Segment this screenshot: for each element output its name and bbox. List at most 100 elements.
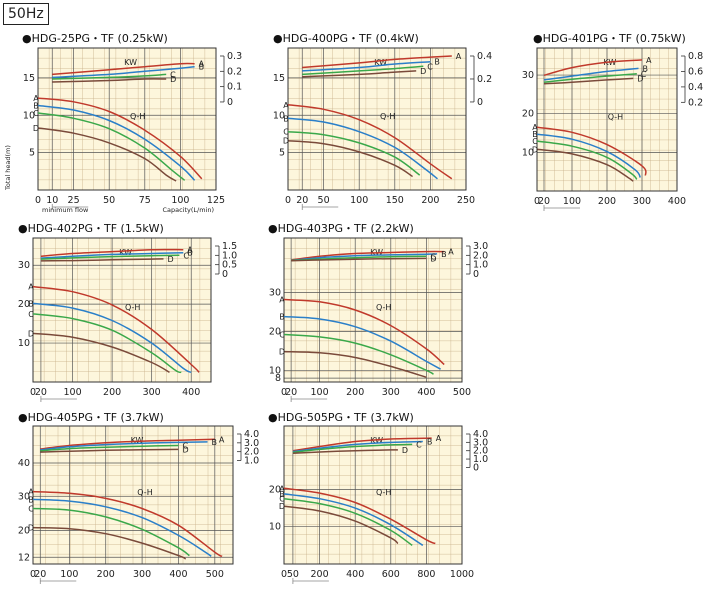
head-tick-label: 20	[269, 326, 281, 337]
kw-tick-label: 0.6	[688, 66, 703, 77]
kw-tick-label: 4.0	[473, 429, 488, 440]
kw-tick-label: 0	[227, 97, 233, 108]
kw-series-label: B	[187, 249, 193, 258]
x-tick-label: 20	[285, 387, 297, 398]
kw-tick-label: 0.2	[227, 66, 242, 77]
qh-curve-label: Q-H	[380, 112, 395, 121]
qh-series-label: A	[532, 123, 538, 132]
chart-title: ●HDG-403PG・TF (2.2kW)	[268, 222, 414, 235]
qh-series-label: C	[532, 137, 538, 146]
qh-curve-label: Q-H	[608, 113, 623, 122]
kw-curve-D	[40, 448, 179, 453]
x-tick-label: 10	[46, 195, 58, 206]
chart-title: ●HDG-401PG・TF (0.75kW)	[533, 32, 686, 45]
qh-curve-label: Q-H	[125, 303, 140, 312]
qh-series-label: A	[28, 283, 34, 292]
qh-series-label: C	[28, 504, 34, 513]
kw-curve-label: KW	[124, 58, 137, 67]
qh-curve-C	[37, 112, 186, 181]
x-tick-label: 100	[563, 196, 581, 207]
qh-curve-A	[283, 298, 445, 366]
head-tick-label: 30	[522, 70, 534, 81]
x-tick-label: 0	[30, 569, 36, 580]
head-tick-label: 30	[269, 287, 281, 298]
kw-curve-D	[302, 70, 417, 78]
qh-series-label: C	[33, 109, 39, 118]
x-tick-label: 50	[318, 195, 330, 206]
x-tick-label: 100	[63, 387, 81, 398]
qh-series-label: B	[283, 114, 289, 123]
plot-frame	[536, 47, 678, 192]
kw-series-label: A	[448, 248, 454, 257]
x-tick-label: 200	[311, 569, 329, 580]
head-tick-label: 10	[18, 338, 30, 349]
kw-series-label: B	[643, 64, 649, 73]
kw-series-label: B	[212, 438, 218, 447]
qh-curve-A	[32, 285, 200, 373]
x-tick-label: 75	[139, 195, 151, 206]
head-tick-label: 10	[522, 147, 534, 158]
qh-series-label: A	[283, 101, 289, 110]
x-tick-label: 400	[182, 387, 200, 398]
qh-series-label: D	[33, 124, 39, 133]
kw-series-label: D	[182, 445, 188, 454]
kw-tick-label: 3.0	[244, 438, 259, 449]
qh-series-label: B	[279, 313, 285, 322]
x-tick-label: 100	[350, 195, 368, 206]
kw-tick-label: 0	[473, 269, 479, 280]
qh-curve-C	[283, 333, 434, 375]
head-tick-label: 5	[279, 148, 285, 159]
x-tick-label: 800	[417, 569, 435, 580]
qh-curve-A	[37, 97, 203, 180]
head-tick-label: 30	[18, 492, 30, 503]
qh-curve-label: Q-H	[137, 488, 152, 497]
qh-curve-B	[283, 493, 424, 547]
kw-tick-label: 0.8	[688, 51, 703, 62]
x-tick-label: 0	[281, 387, 287, 398]
x-tick-label: 50	[103, 195, 115, 206]
x-tick-label: 300	[143, 387, 161, 398]
head-tick-label: 10	[273, 110, 285, 121]
x-tick-label: 300	[133, 569, 151, 580]
qh-curve-label: Q-H	[130, 112, 145, 121]
frequency-label: 50Hz	[3, 3, 49, 25]
kw-tick-label: 3.0	[473, 437, 488, 448]
kw-curve-D	[543, 77, 634, 85]
head-tick-label: 10	[23, 110, 35, 121]
kw-series-label: A	[436, 434, 442, 443]
kw-series-label: D	[402, 446, 408, 455]
kw-tick-label: 1.0	[222, 250, 237, 261]
head-tick-label: 12	[18, 552, 30, 563]
kw-series-label: D	[170, 75, 176, 84]
qh-series-label: D	[28, 329, 34, 338]
kw-curve-label: KW	[131, 436, 144, 445]
qh-curve-C	[283, 497, 413, 547]
kw-curve-C	[302, 65, 424, 76]
x-tick-label: 400	[668, 196, 686, 207]
x-tick-label: 200	[421, 195, 439, 206]
x-tick-label: 0	[285, 195, 291, 206]
head-tick-label: 10	[269, 522, 281, 533]
kw-curve-C	[52, 73, 167, 80]
qh-curve-label: Q-H	[376, 303, 391, 312]
qh-series-label: C	[283, 128, 289, 137]
x-tick-label: 250	[457, 195, 475, 206]
qh-series-label: D	[532, 145, 538, 154]
qh-curve-B	[287, 117, 438, 180]
pump-chart-7: ●HDG-505PG・TF (3.7kW)0 50 200 400 600 800 1000…	[268, 411, 488, 584]
kw-curve-D	[40, 258, 164, 262]
qh-series-label: B	[33, 102, 39, 111]
kw-series-label: C	[416, 440, 422, 449]
qh-series-label: B	[279, 490, 285, 499]
qh-curve-D	[32, 526, 187, 560]
kw-tick-label: 0	[222, 269, 228, 280]
kw-curve-C	[40, 254, 180, 260]
kw-tick-label: 0	[473, 462, 479, 473]
kw-tick-label: 0.2	[477, 74, 492, 85]
kw-series-label: D	[637, 74, 643, 83]
x-tick-label: 500	[206, 569, 224, 580]
chart-title: ●HDG-405PG・TF (3.7kW)	[18, 411, 164, 424]
kw-series-label: D	[168, 255, 174, 264]
pump-chart-6: ●HDG-405PG・TF (3.7kW)020 100 200 300 400 5001…	[18, 411, 259, 584]
qh-series-label: C	[279, 495, 285, 504]
